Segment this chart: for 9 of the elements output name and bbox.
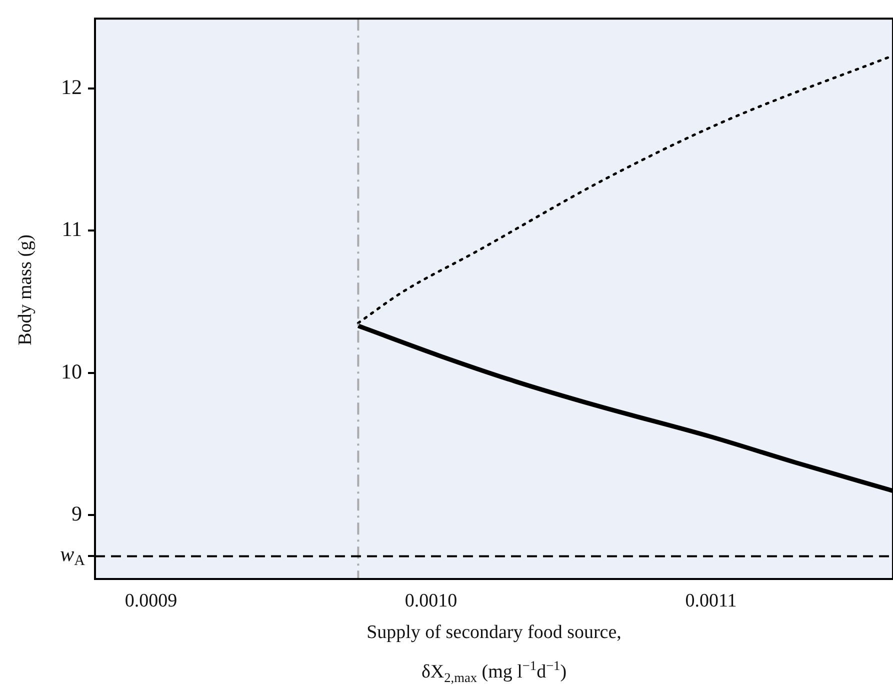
- y-tick-label: 10: [61, 359, 82, 384]
- y-axis-title: Body mass (g): [15, 234, 37, 346]
- x-tick-label: 0.0009: [124, 590, 178, 612]
- x-tick-label: 0.0011: [685, 590, 737, 612]
- x-axis-title: Supply of secondary food source, δX$_{2,max}$ (mg l$^{−1}$d$^{−1}$): [366, 621, 622, 688]
- y-tick-label: 9: [72, 502, 82, 526]
- y-tick-label: 11: [62, 217, 82, 242]
- x-tick-label: 0.0010: [404, 590, 458, 612]
- y-tick-label: 12: [61, 74, 82, 99]
